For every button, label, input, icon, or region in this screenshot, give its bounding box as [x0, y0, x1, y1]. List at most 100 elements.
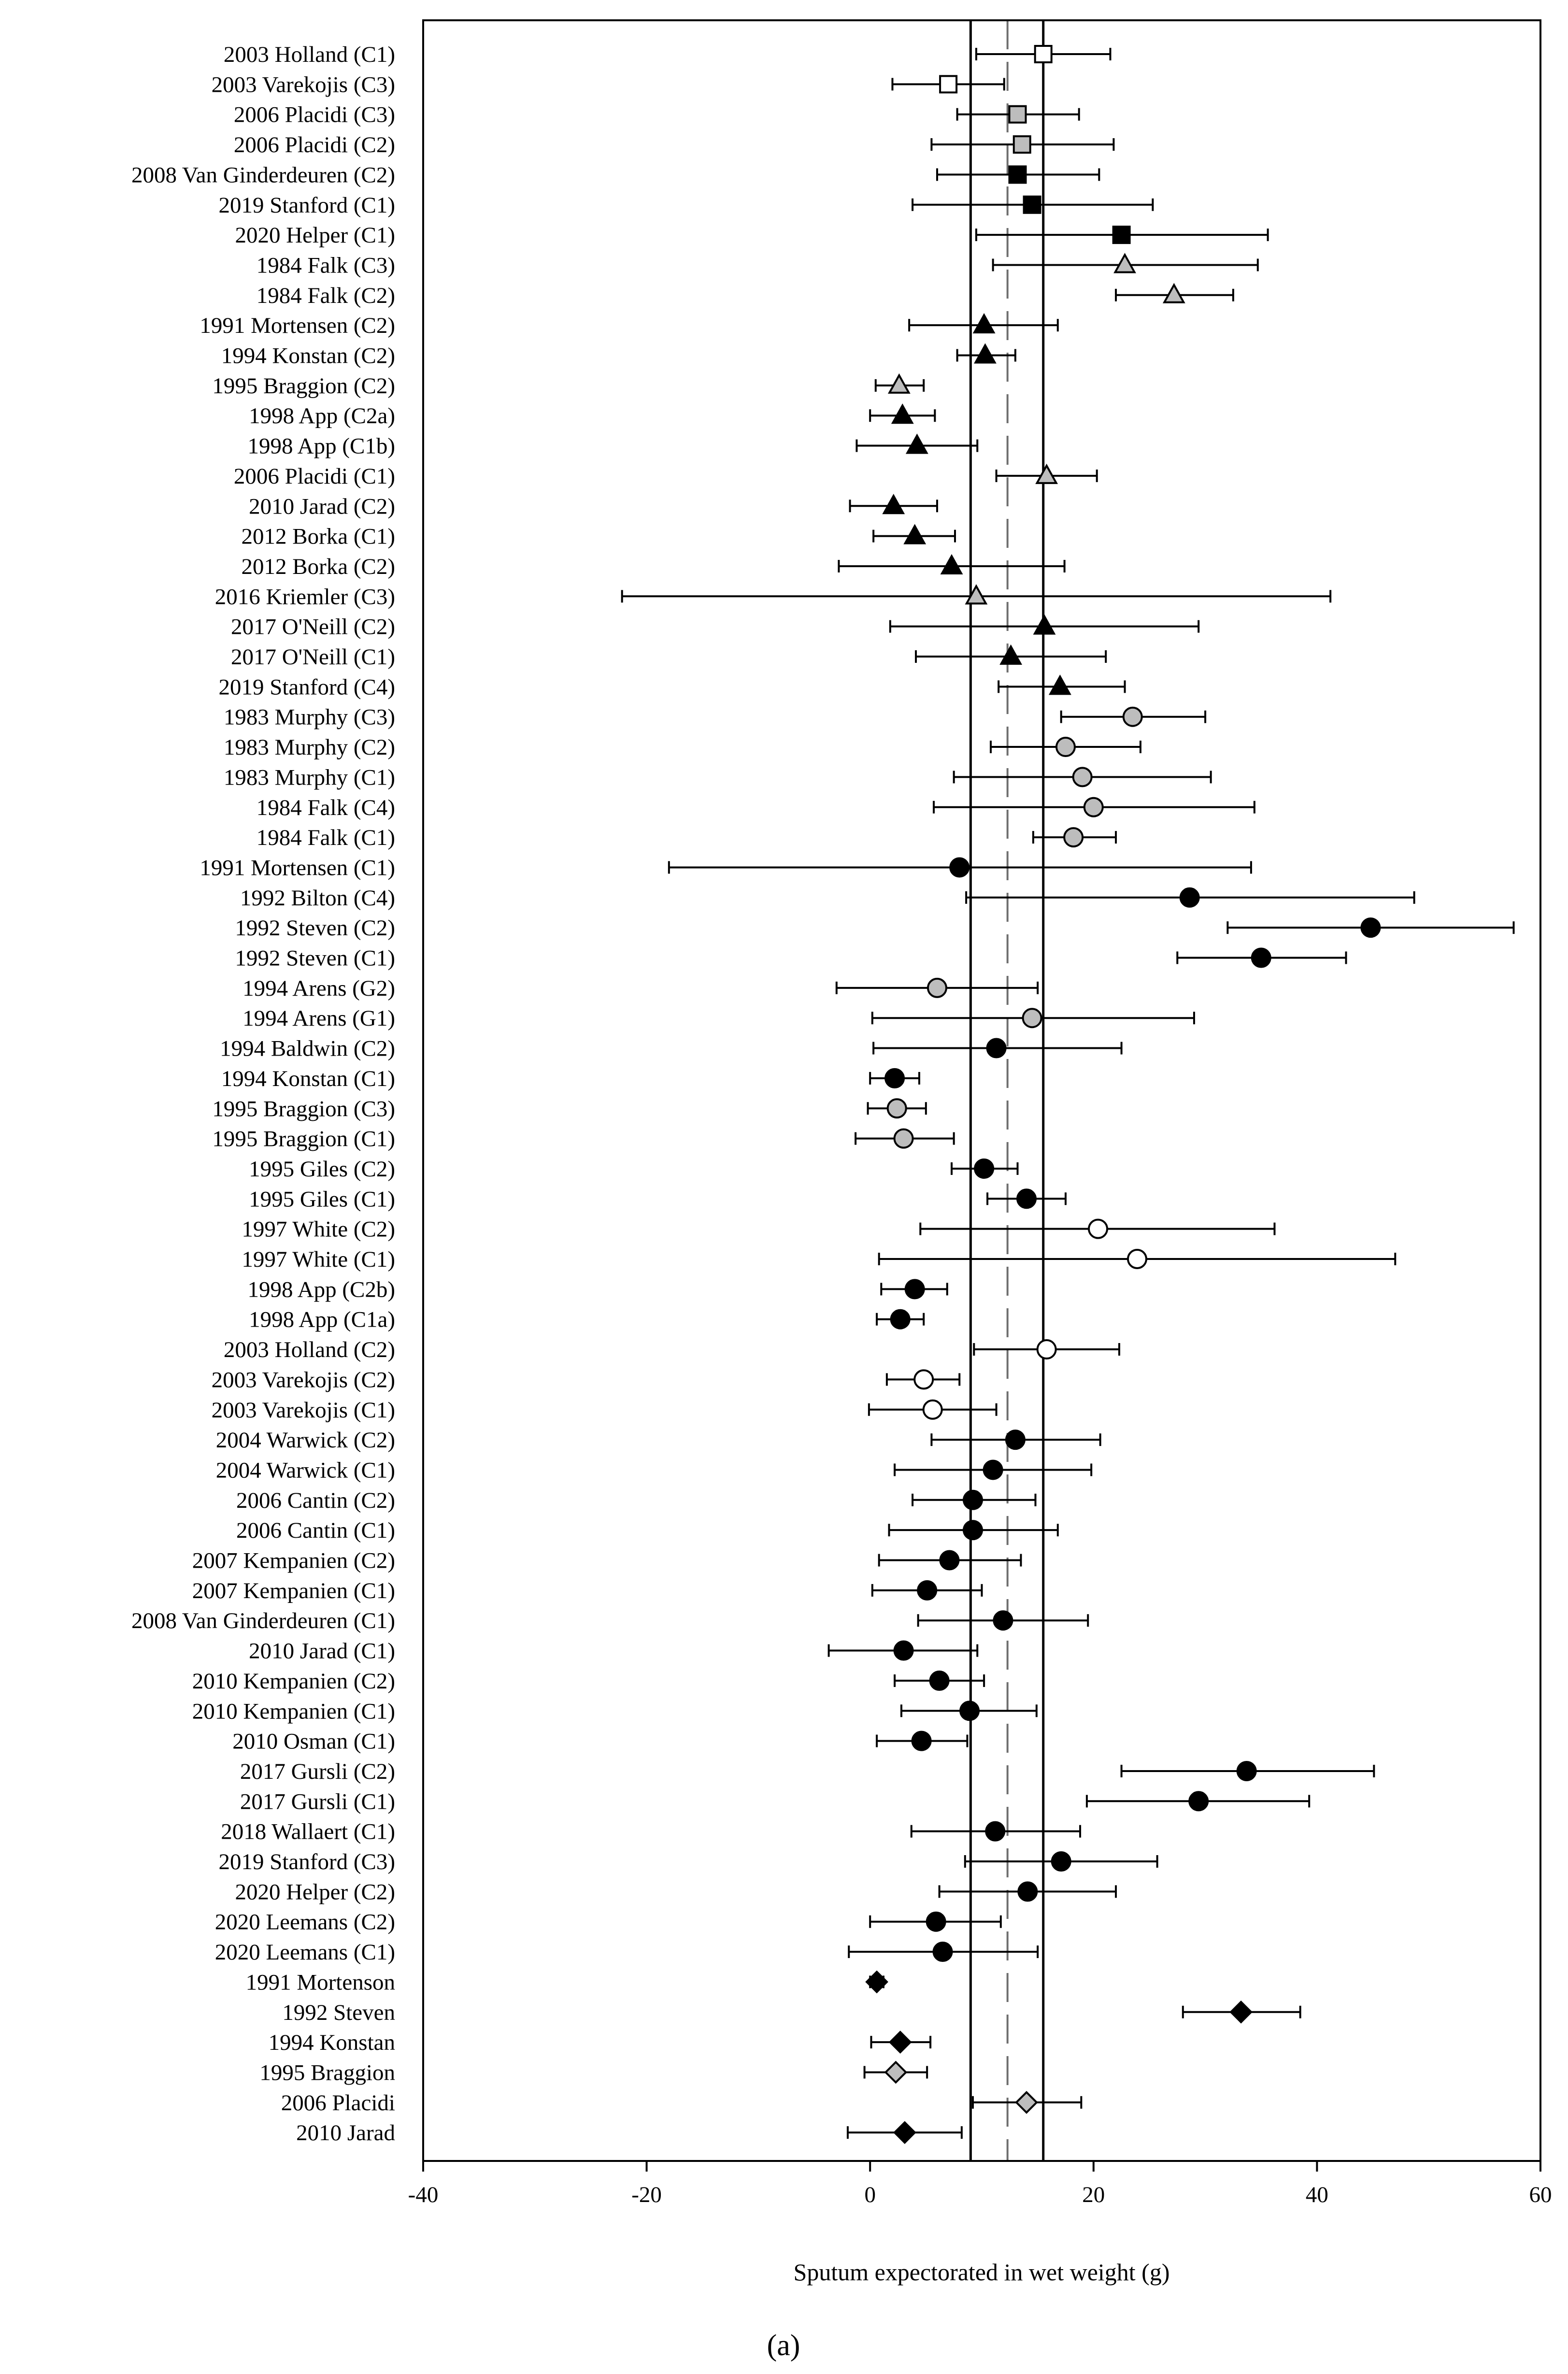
study-row: [894, 1670, 985, 1691]
point-marker-square: [1008, 165, 1027, 184]
study-row: [621, 584, 1332, 605]
point-marker-circle: [962, 1489, 983, 1510]
study-label: 2017 Gursli (C2): [240, 1759, 395, 1784]
study-row: [885, 1369, 961, 1390]
study-label: 1997 White (C2): [242, 1217, 395, 1242]
point-marker-circle: [1251, 947, 1271, 968]
study-label: 2007 Kempanien (C2): [192, 1548, 395, 1573]
x-tick-label: -20: [631, 2182, 662, 2207]
study-label: 1992 Steven: [282, 2000, 395, 2025]
study-label: 2016 Kriemler (C3): [215, 584, 395, 609]
panel-label: (a): [767, 2329, 800, 2362]
study-label: 1998 App (C1b): [248, 434, 396, 459]
x-tick-label: -40: [408, 2182, 439, 2207]
study-label: 2017 O'Neill (C2): [231, 615, 395, 640]
point-marker-circle: [1055, 737, 1076, 758]
study-label: 1983 Murphy (C1): [224, 765, 395, 790]
point-marker-circle: [1017, 1881, 1038, 1902]
study-row: [956, 105, 1080, 124]
x-axis-label: Sputum expectorated in wet weight (g): [794, 2259, 1170, 2286]
study-label: 1995 Braggion (C1): [212, 1127, 395, 1152]
study-label: 1992 Steven (C2): [235, 915, 395, 941]
study-row: [986, 1188, 1067, 1209]
study-label: 2008 Van Ginderdeuren (C1): [131, 1608, 395, 1633]
point-marker-circle: [986, 1038, 1007, 1058]
study-label: 1984 Falk (C1): [257, 825, 395, 850]
point-marker-diamond: [865, 1970, 888, 1994]
study-row: [846, 2121, 963, 2144]
study-row: [956, 343, 1016, 364]
x-tick-label: 20: [1082, 2182, 1105, 2207]
study-row: [908, 313, 1059, 334]
study-row: [992, 253, 1259, 273]
point-marker-diamond: [1229, 2000, 1253, 2024]
point-marker-circle: [890, 1309, 911, 1330]
study-row: [951, 1158, 1019, 1179]
point-marker-circle: [1022, 1008, 1042, 1029]
study-label: 2019 Stanford (C1): [218, 193, 395, 218]
study-row: [975, 45, 1112, 63]
reference-lines: [969, 20, 1045, 2161]
point-marker-circle: [1188, 1791, 1209, 1812]
study-label: 1984 Falk (C3): [257, 253, 395, 278]
study-row: [838, 554, 1066, 574]
study-row: [867, 1098, 927, 1119]
study-label: 2017 Gursli (C1): [240, 1789, 395, 1814]
study-label: 2010 Jarad (C1): [249, 1639, 395, 1664]
study-label: 2020 Helper (C1): [235, 223, 395, 248]
study-label: 2010 Kempanien (C1): [192, 1699, 395, 1724]
study-label: 1994 Arens (G1): [242, 1006, 395, 1031]
study-row: [990, 737, 1141, 758]
study-row: [876, 1309, 925, 1330]
x-axis-ticks: -40 -20 0 20 40 60: [408, 2161, 1552, 2207]
study-row: [998, 674, 1126, 695]
study-row: [930, 1430, 1101, 1450]
study-label: 1983 Murphy (C3): [224, 705, 395, 730]
point-marker-square: [1008, 105, 1027, 124]
study-row: [1060, 706, 1207, 727]
study-label: 2010 Osman (C1): [232, 1729, 395, 1754]
study-row: [878, 1249, 1397, 1269]
point-marker-triangle: [891, 403, 914, 424]
study-label: 1983 Murphy (C2): [224, 735, 395, 760]
point-marker-circle: [911, 1730, 932, 1751]
point-marker-circle: [939, 1550, 960, 1571]
study-label: 1994 Baldwin (C2): [220, 1036, 395, 1061]
point-marker-circle: [922, 1399, 943, 1420]
point-marker-square: [1012, 135, 1031, 154]
study-label: 2020 Leemans (C2): [215, 1910, 395, 1935]
study-row: [880, 1279, 948, 1300]
study-row: [868, 1399, 998, 1420]
study-label: 2006 Placidi (C1): [234, 464, 395, 489]
study-row: [874, 373, 925, 394]
study-label: 1995 Giles (C1): [249, 1187, 395, 1212]
study-row: [827, 1640, 979, 1661]
point-marker-triangle: [905, 433, 928, 454]
point-marker-circle: [1063, 827, 1084, 848]
point-marker-square: [1023, 195, 1041, 214]
study-row: [915, 644, 1107, 665]
point-marker-triangle: [1035, 463, 1058, 484]
point-marker-triangle: [965, 584, 988, 605]
study-row: [865, 1970, 888, 1994]
study-row: [668, 857, 1252, 878]
study-row: [878, 1550, 1022, 1571]
study-label: 1998 App (C2b): [248, 1277, 396, 1302]
point-marker-circle: [1083, 797, 1104, 817]
study-row: [855, 433, 979, 454]
study-label: 2006 Placidi: [281, 2090, 395, 2116]
study-row: [894, 1459, 1093, 1480]
study-label: 2010 Jarad: [296, 2120, 395, 2145]
point-marker-triangle: [882, 494, 905, 515]
study-row: [975, 226, 1269, 244]
study-label: 1995 Giles (C2): [249, 1157, 395, 1182]
point-marker-circle: [1072, 767, 1093, 787]
x-tick-label: 60: [1529, 2182, 1552, 2207]
study-labels: 2003 Holland (C1) 2003 Varekojis (C3) 2006…: [131, 42, 395, 2145]
point-marker-circle: [974, 1158, 995, 1179]
study-row: [1182, 2000, 1301, 2024]
study-row: [872, 524, 956, 544]
point-marker-triangle: [1113, 253, 1136, 273]
study-row: [869, 403, 936, 424]
